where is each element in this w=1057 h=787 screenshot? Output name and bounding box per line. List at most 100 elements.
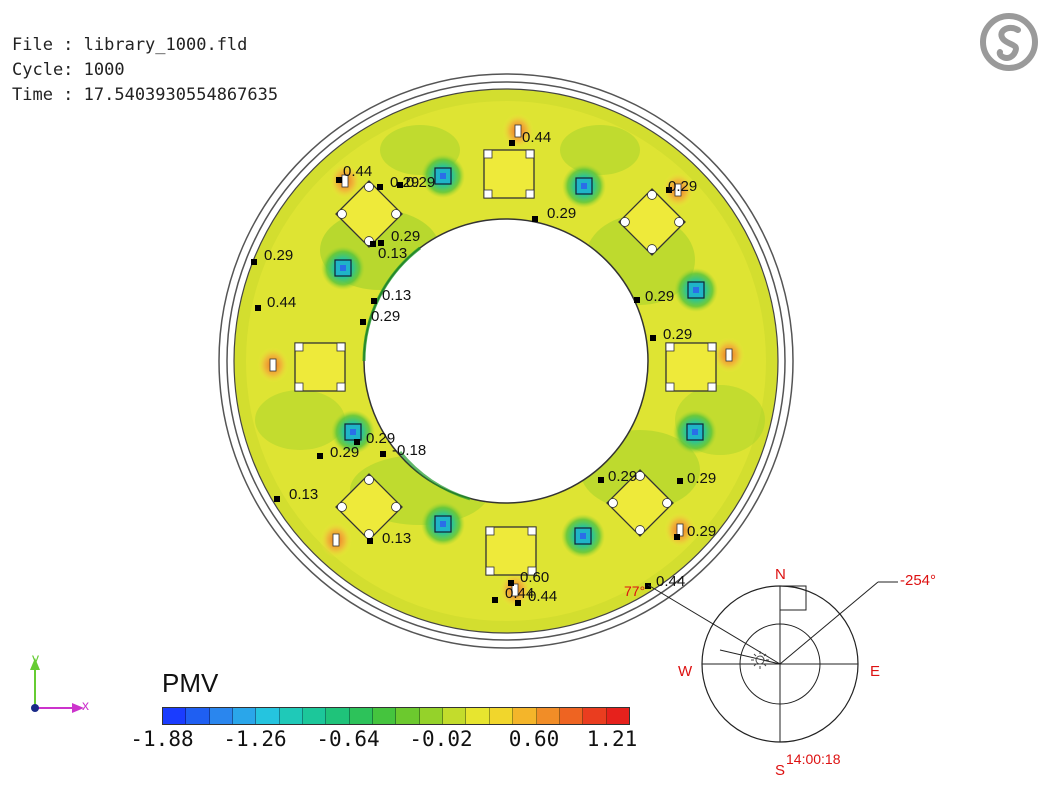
compass-east-label: E — [870, 663, 881, 680]
legend-tick: 1.21 — [586, 727, 638, 751]
probe-point — [650, 335, 656, 341]
legend-color-cell — [583, 708, 607, 724]
legend-color-cell — [489, 708, 514, 724]
pillar-corner — [294, 382, 304, 392]
probe-value-label: 0.44 — [528, 588, 557, 605]
pillar-corner — [635, 525, 645, 535]
probe-point — [367, 538, 373, 544]
heater-unit — [332, 533, 340, 547]
probe-value-label: -0.18 — [392, 442, 426, 459]
compass-north-label: N — [775, 566, 786, 583]
swirl-logo-icon — [980, 13, 1038, 71]
y-axis-label: y — [32, 650, 39, 666]
cooling-core — [440, 173, 446, 179]
probe-value-label: 0.29 — [264, 247, 293, 264]
pillar-corner — [707, 382, 717, 392]
pillar-corner — [662, 498, 672, 508]
probe-value-label: 0.29 — [663, 326, 692, 343]
cool-spots — [321, 154, 718, 558]
probe-markers: 0.440.440.290.290.130.290.290.130.290.29… — [251, 129, 716, 606]
pillar-corner — [391, 209, 401, 219]
sun-compass — [647, 581, 898, 743]
x-axis-label: x — [82, 697, 89, 713]
pillar-corner — [483, 189, 493, 199]
probe-value-label: 0.29 — [668, 178, 697, 195]
outer-wall-outline — [218, 73, 794, 649]
sun-icon — [751, 651, 769, 669]
probe-value-label: 0.60 — [520, 569, 549, 586]
heater-unit — [725, 348, 733, 362]
legend-color-cell — [303, 708, 327, 724]
cooling-core — [692, 429, 698, 435]
probe-value-label: 0.29 — [371, 308, 400, 325]
pillar-corner — [391, 502, 401, 512]
cooling-core — [581, 183, 587, 189]
legend-color-cell — [256, 708, 280, 724]
axes-indicator — [30, 658, 84, 713]
altitude-label: 77° — [624, 583, 646, 599]
pillar-corner — [485, 566, 495, 576]
probe-value-label: 0.29 — [687, 523, 716, 540]
time-text: Time : 17.5403930554867635 — [12, 85, 279, 105]
probe-value-label: 0.44 — [656, 573, 685, 590]
legend-tick: 0.60 — [508, 727, 560, 751]
legend-color-cell — [349, 708, 374, 724]
legend-color-cell — [396, 708, 420, 724]
file-name-text: File : library_1000.fld — [12, 35, 248, 55]
pillar-corner — [525, 149, 535, 159]
pillar-diamond — [335, 180, 403, 248]
pillar-corner — [364, 529, 374, 539]
legend-tick: -0.02 — [409, 727, 473, 751]
probe-point — [674, 534, 680, 540]
probe-point — [378, 240, 384, 246]
pillar-corner — [608, 498, 618, 508]
legend-title: PMV — [162, 668, 219, 698]
clock-label: 14:00:18 — [786, 751, 841, 767]
pillar-diamond — [618, 188, 686, 256]
probe-value-label: 0.13 — [382, 530, 411, 547]
cycle-text: Cycle: 1000 — [12, 60, 125, 80]
probe-point — [677, 478, 683, 484]
probe-point — [377, 184, 383, 190]
probe-point — [370, 241, 376, 247]
probe-value-label: 0.44 — [267, 294, 296, 311]
probe-point — [274, 496, 280, 502]
probe-value-label: 0.44 — [343, 163, 372, 180]
probe-point — [336, 177, 342, 183]
legend-color-cell — [606, 708, 629, 724]
heater-unit — [511, 583, 519, 597]
pillar-corner — [665, 382, 675, 392]
legend-tick: -1.26 — [223, 727, 287, 751]
probe-point — [666, 187, 672, 193]
cooling-core — [693, 287, 699, 293]
legend-color-cell — [233, 708, 257, 724]
probe-point — [317, 453, 323, 459]
warm-spots — [257, 113, 745, 608]
probe-value-label: 0.13 — [289, 486, 318, 503]
cooling-core — [350, 429, 356, 435]
outer-wall-inner-outline — [226, 81, 786, 641]
probe-value-label: 0.44 — [505, 585, 534, 602]
pillar-corner — [527, 526, 537, 536]
heater-unit — [269, 358, 277, 372]
probe-value-label: 0.29 — [406, 174, 435, 191]
azimuth-label: -254° — [900, 572, 937, 589]
probe-value-label: 0.29 — [391, 228, 420, 245]
probe-point — [515, 600, 521, 606]
heater-unit — [514, 124, 522, 138]
pillar-corner — [483, 149, 493, 159]
legend-color-cell — [373, 708, 397, 724]
probe-point — [371, 298, 377, 304]
pillar-corner — [336, 382, 346, 392]
legend-color-cell — [419, 708, 444, 724]
compass-west-label: W — [678, 663, 693, 680]
probe-point — [251, 259, 257, 265]
probe-point — [532, 216, 538, 222]
pillar-corner — [647, 190, 657, 200]
pillars — [294, 149, 717, 576]
color-scale-bar — [162, 707, 630, 725]
legend-color-cell — [209, 708, 234, 724]
probe-value-label: 0.29 — [645, 288, 674, 305]
